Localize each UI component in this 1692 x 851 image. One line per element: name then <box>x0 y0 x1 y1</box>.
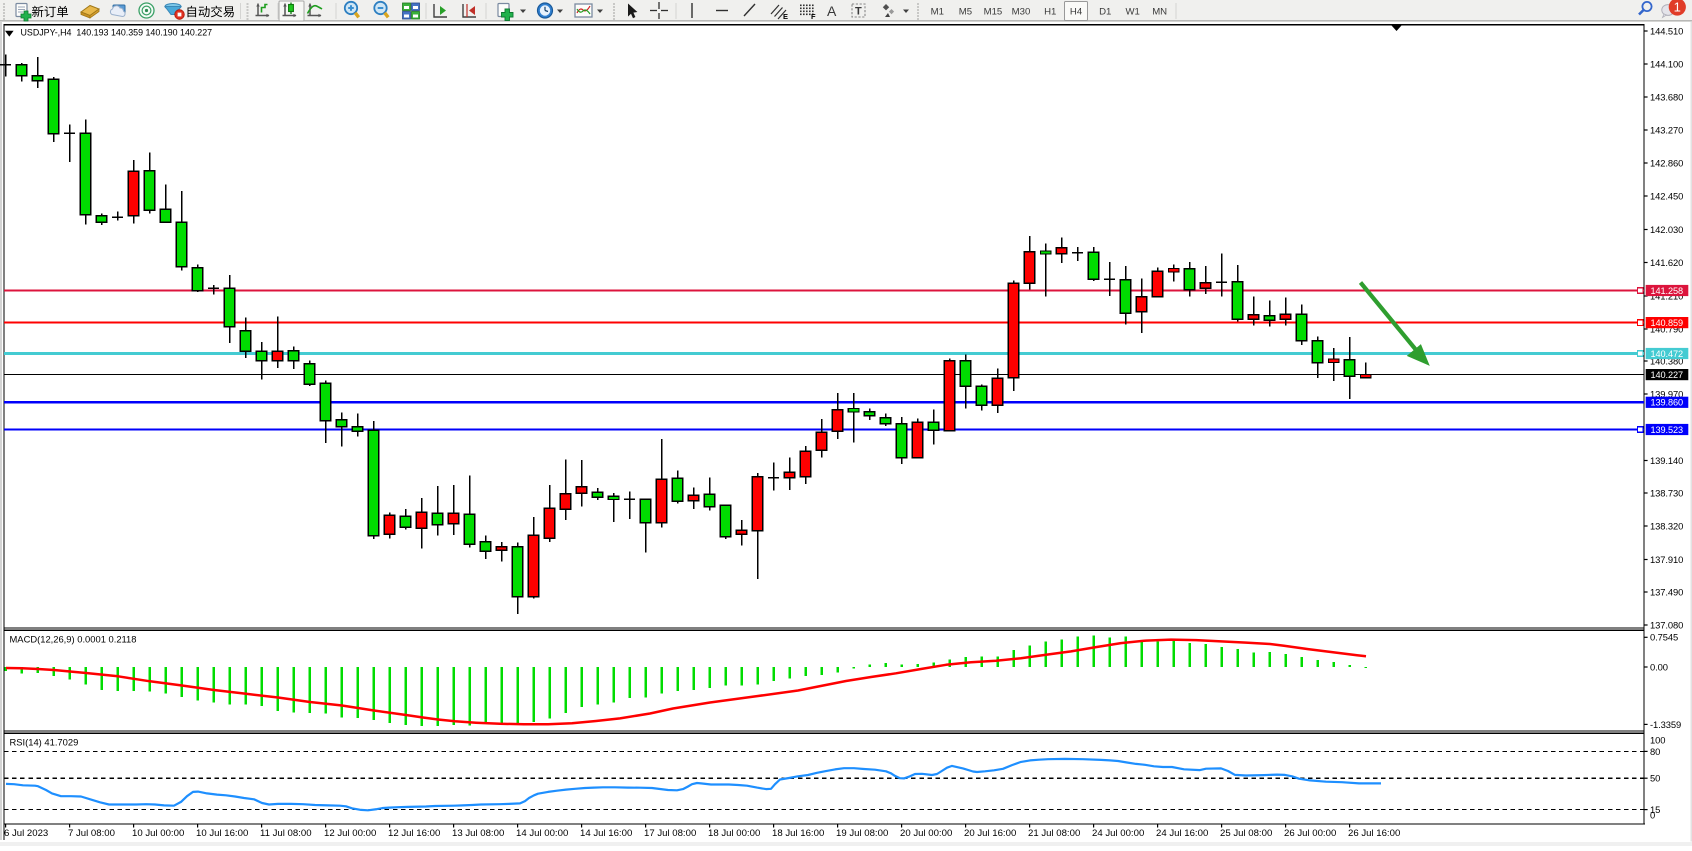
svg-text:W1: W1 <box>1126 6 1140 17</box>
svg-text:144.100: 144.100 <box>1650 58 1683 69</box>
svg-text:M30: M30 <box>1012 6 1031 17</box>
svg-text:M1: M1 <box>931 6 944 17</box>
svg-text:M15: M15 <box>984 6 1003 17</box>
svg-text:7 Jul 08:00: 7 Jul 08:00 <box>68 828 115 839</box>
svg-text:0: 0 <box>1650 809 1655 820</box>
svg-text:26 Jul 00:00: 26 Jul 00:00 <box>1284 828 1336 839</box>
svg-text:137.910: 137.910 <box>1650 554 1683 565</box>
svg-text:10 Jul 00:00: 10 Jul 00:00 <box>132 828 184 839</box>
svg-text:137.490: 137.490 <box>1650 586 1683 597</box>
svg-text:140.380: 140.380 <box>1650 355 1683 366</box>
svg-text:137.080: 137.080 <box>1650 619 1683 630</box>
svg-text:21 Jul 08:00: 21 Jul 08:00 <box>1028 828 1080 839</box>
svg-text:140.790: 140.790 <box>1650 323 1683 334</box>
svg-text:RSI(14) 41.7029: RSI(14) 41.7029 <box>10 737 79 748</box>
svg-text:25 Jul 08:00: 25 Jul 08:00 <box>1220 828 1272 839</box>
svg-text:D1: D1 <box>1099 6 1111 17</box>
svg-text:14 Jul 00:00: 14 Jul 00:00 <box>516 828 568 839</box>
svg-text:M5: M5 <box>959 6 972 17</box>
svg-text:H1: H1 <box>1044 6 1056 17</box>
svg-text:6 Jul 2023: 6 Jul 2023 <box>4 828 48 839</box>
svg-text:13 Jul 08:00: 13 Jul 08:00 <box>452 828 504 839</box>
svg-text:24 Jul 16:00: 24 Jul 16:00 <box>1156 828 1208 839</box>
svg-text:140.859: 140.859 <box>1651 318 1684 328</box>
svg-text:142.450: 142.450 <box>1650 190 1683 201</box>
svg-text:100: 100 <box>1650 735 1665 746</box>
svg-text:139.970: 139.970 <box>1650 388 1683 399</box>
svg-text:143.680: 143.680 <box>1650 91 1683 102</box>
svg-text:139.860: 139.860 <box>1651 398 1684 408</box>
svg-text:0.7545: 0.7545 <box>1650 632 1678 643</box>
svg-text:F: F <box>811 12 816 21</box>
svg-text:24 Jul 00:00: 24 Jul 00:00 <box>1092 828 1144 839</box>
svg-text:1: 1 <box>1674 0 1681 15</box>
svg-text:141.620: 141.620 <box>1650 257 1683 268</box>
svg-text:10 Jul 16:00: 10 Jul 16:00 <box>196 828 248 839</box>
svg-text:0.00: 0.00 <box>1650 661 1668 672</box>
svg-text:USDJPY-,H4 140.193 140.359 14: USDJPY-,H4 140.193 140.359 140.190 140.2… <box>21 27 213 37</box>
svg-text:138.320: 138.320 <box>1650 520 1683 531</box>
svg-text:139.523: 139.523 <box>1651 425 1684 435</box>
svg-text:140.227: 140.227 <box>1651 370 1684 380</box>
svg-text:138.730: 138.730 <box>1650 487 1683 498</box>
svg-text:142.860: 142.860 <box>1650 157 1683 168</box>
svg-text:139.140: 139.140 <box>1650 455 1683 466</box>
svg-text:20 Jul 16:00: 20 Jul 16:00 <box>964 828 1016 839</box>
svg-text:MACD(12,26,9) 0.0001 0.2118: MACD(12,26,9) 0.0001 0.2118 <box>10 634 137 645</box>
svg-text:80: 80 <box>1650 746 1660 757</box>
svg-text:15: 15 <box>1650 804 1660 815</box>
svg-text:E: E <box>783 12 788 21</box>
svg-text:MN: MN <box>1152 6 1167 17</box>
svg-text:12 Jul 00:00: 12 Jul 00:00 <box>324 828 376 839</box>
svg-text:14 Jul 16:00: 14 Jul 16:00 <box>580 828 632 839</box>
svg-text:19 Jul 08:00: 19 Jul 08:00 <box>836 828 888 839</box>
svg-text:141.258: 141.258 <box>1651 286 1684 296</box>
svg-text:143.270: 143.270 <box>1650 124 1683 135</box>
svg-text:20 Jul 00:00: 20 Jul 00:00 <box>900 828 952 839</box>
svg-text:18 Jul 16:00: 18 Jul 16:00 <box>772 828 824 839</box>
svg-text:11 Jul 08:00: 11 Jul 08:00 <box>260 828 312 839</box>
svg-text:26 Jul 16:00: 26 Jul 16:00 <box>1348 828 1400 839</box>
svg-text:144.510: 144.510 <box>1650 25 1683 36</box>
svg-text:142.030: 142.030 <box>1650 224 1683 235</box>
svg-text:50: 50 <box>1650 773 1660 784</box>
svg-text:T: T <box>855 6 862 18</box>
svg-text:-1.3359: -1.3359 <box>1650 719 1681 730</box>
svg-text:12 Jul 16:00: 12 Jul 16:00 <box>388 828 440 839</box>
svg-text:140.472: 140.472 <box>1651 349 1684 359</box>
svg-text:H4: H4 <box>1070 6 1083 17</box>
svg-text:18 Jul 00:00: 18 Jul 00:00 <box>708 828 760 839</box>
svg-text:17 Jul 08:00: 17 Jul 08:00 <box>644 828 696 839</box>
svg-text:A: A <box>827 3 837 19</box>
